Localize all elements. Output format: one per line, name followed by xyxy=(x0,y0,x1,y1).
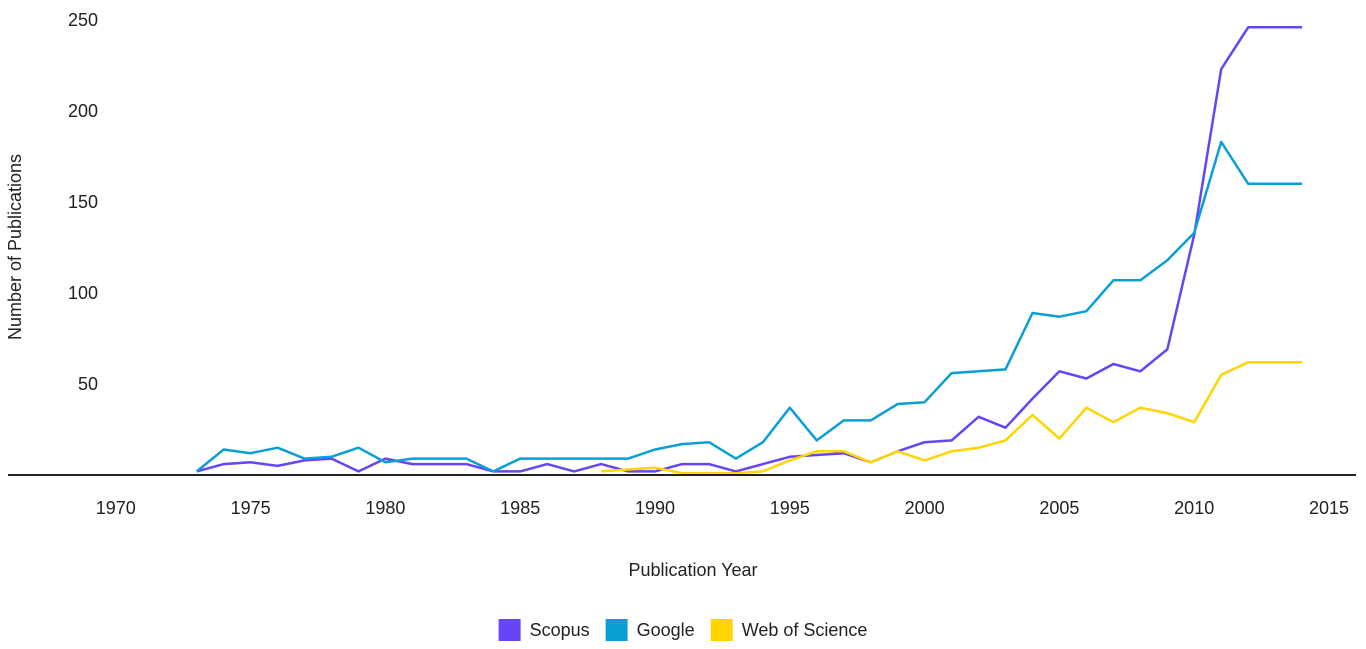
legend-label-scopus: Scopus xyxy=(530,620,590,640)
x-tick-label: 2000 xyxy=(905,498,945,518)
series-line-web-of-science xyxy=(601,360,1303,475)
series-line-scopus xyxy=(196,26,1303,473)
x-tick-label: 1975 xyxy=(231,498,271,518)
y-tick-label: 150 xyxy=(68,192,98,212)
x-tick-label: 1990 xyxy=(635,498,675,518)
x-axis-ticks: 1970 1975 1980 1985 1990 1995 2000 2005 2010 2015 xyxy=(96,498,1349,518)
legend-swatch-scopus xyxy=(498,619,521,641)
y-tick-label: 250 xyxy=(68,10,98,30)
y-axis-ticks: 50 100 150 200 250 xyxy=(68,10,98,394)
x-tick-label: 1985 xyxy=(500,498,540,518)
y-tick-label: 100 xyxy=(68,283,98,303)
y-tick-label: 200 xyxy=(68,101,98,121)
x-tick-label: 1980 xyxy=(365,498,405,518)
x-tick-label: 1970 xyxy=(96,498,136,518)
series-line-google xyxy=(195,140,1303,473)
legend: Scopus Google Web of Science xyxy=(498,619,868,641)
legend-swatch-google xyxy=(605,619,628,641)
x-tick-label: 2010 xyxy=(1174,498,1214,518)
x-tick-label: 1995 xyxy=(770,498,810,518)
legend-swatch-web-of-science xyxy=(710,619,733,641)
series-layer xyxy=(195,26,1303,475)
y-axis-title: Number of Publications xyxy=(5,154,25,340)
legend-label-web-of-science: Web of Science xyxy=(742,620,868,640)
legend-label-google: Google xyxy=(637,620,695,640)
x-axis-title: Publication Year xyxy=(628,560,757,580)
x-tick-label: 2005 xyxy=(1039,498,1079,518)
x-tick-label: 2015 xyxy=(1309,498,1349,518)
y-tick-label: 50 xyxy=(78,374,98,394)
